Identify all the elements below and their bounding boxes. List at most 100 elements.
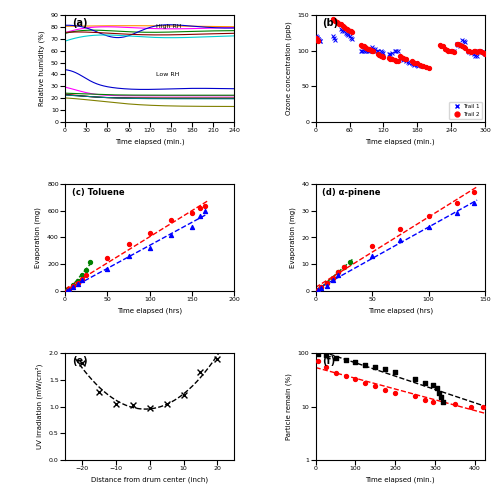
- Point: [374, 50, 382, 58]
- Point: [62, 286, 70, 294]
- Point: [392, 56, 400, 64]
- Point: [410, 61, 418, 69]
- Point: [200, 207, 208, 215]
- Text: (e): (e): [72, 356, 88, 366]
- Point: [313, 33, 321, 41]
- Point: [70, 281, 78, 289]
- Point: [438, 42, 446, 50]
- Point: [312, 34, 320, 42]
- Point: [414, 61, 422, 69]
- Point: [82, 266, 90, 274]
- Point: [461, 44, 469, 52]
- Point: [410, 59, 418, 67]
- Y-axis label: UV irradiation (mW/cm²): UV irradiation (mW/cm²): [36, 364, 44, 449]
- Point: [344, 26, 352, 34]
- Point: [322, 352, 330, 360]
- Point: [196, 368, 204, 376]
- Point: [402, 58, 410, 66]
- Text: Low RH: Low RH: [156, 72, 180, 77]
- Point: [408, 60, 416, 68]
- Point: [424, 223, 432, 231]
- X-axis label: Time elapsed (hrs): Time elapsed (hrs): [368, 308, 433, 314]
- Point: [340, 263, 348, 271]
- Point: [388, 55, 396, 63]
- Point: [376, 46, 384, 54]
- Point: [341, 24, 349, 32]
- Point: [374, 48, 382, 56]
- Point: [416, 61, 424, 69]
- Point: [401, 54, 409, 62]
- Point: [360, 46, 368, 54]
- Point: [348, 28, 356, 36]
- Point: [78, 271, 86, 279]
- Point: [433, 384, 441, 392]
- Point: [392, 389, 400, 397]
- Point: [316, 36, 324, 44]
- Point: [369, 44, 377, 52]
- Point: [314, 36, 322, 44]
- Point: [146, 404, 154, 412]
- Point: [366, 45, 374, 53]
- Point: [378, 52, 386, 60]
- Point: [318, 284, 326, 292]
- Point: [458, 42, 466, 50]
- Point: [471, 52, 479, 60]
- Point: [398, 55, 406, 63]
- Point: [95, 388, 103, 396]
- Point: [390, 56, 398, 64]
- Point: [382, 386, 390, 394]
- Point: [375, 51, 383, 59]
- Point: [323, 279, 331, 287]
- Point: [450, 48, 458, 56]
- Point: [376, 52, 384, 60]
- Point: [418, 62, 426, 70]
- Point: [314, 286, 322, 294]
- Point: [464, 46, 472, 54]
- Point: [328, 14, 336, 22]
- Point: [328, 32, 336, 40]
- Point: [200, 202, 208, 210]
- Point: [408, 58, 416, 66]
- Y-axis label: Particle remain (%): Particle remain (%): [286, 373, 292, 440]
- Point: [104, 265, 112, 273]
- Point: [454, 40, 462, 48]
- Point: [332, 16, 340, 24]
- Point: [65, 285, 73, 293]
- Point: [435, 389, 443, 397]
- Point: [362, 43, 370, 51]
- Point: [338, 22, 346, 30]
- Point: [336, 20, 344, 28]
- Point: [162, 400, 170, 408]
- Point: [362, 378, 370, 386]
- Point: [461, 38, 469, 46]
- Point: [429, 398, 437, 406]
- Point: [465, 48, 473, 56]
- Point: [368, 252, 376, 260]
- Point: [392, 48, 400, 56]
- Point: [419, 62, 427, 70]
- Point: [78, 358, 86, 366]
- Point: [447, 46, 455, 54]
- Point: [188, 223, 196, 231]
- Point: [323, 279, 331, 287]
- Point: [196, 204, 204, 212]
- Point: [479, 402, 487, 410]
- Point: [74, 279, 82, 287]
- Point: [312, 32, 320, 40]
- Point: [412, 375, 420, 383]
- Point: [188, 210, 196, 218]
- Point: [404, 58, 411, 66]
- Point: [314, 358, 322, 366]
- Point: [467, 48, 475, 56]
- Point: [314, 286, 322, 294]
- Point: [346, 32, 354, 40]
- Point: [112, 400, 120, 408]
- Point: [439, 398, 447, 406]
- Point: [470, 198, 478, 206]
- Point: [467, 402, 475, 410]
- Point: [476, 46, 484, 54]
- Point: [442, 46, 450, 54]
- Point: [470, 46, 478, 54]
- Point: [334, 268, 342, 276]
- Point: [318, 283, 326, 291]
